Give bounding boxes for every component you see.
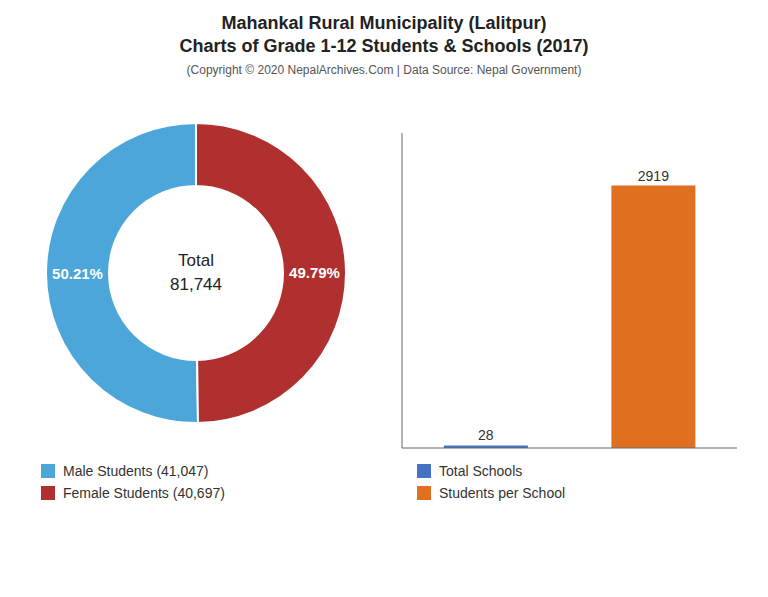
html-text:Male Students (41,047): Male Students (41,047) xyxy=(63,462,209,479)
html-text:(Copyright © 2020 NepalArchive: (Copyright © 2020 NepalArchives.Com | Da… xyxy=(186,62,582,77)
html-text:Students per School: Students per School xyxy=(439,484,566,501)
html-text:81,744: 81,744 xyxy=(170,274,222,294)
svg-text:49.79%: 49.79% xyxy=(289,263,340,280)
svg-text:50.21%: 50.21% xyxy=(52,265,103,282)
html-text:Total: Total xyxy=(178,251,214,270)
html-text:Total Schools: Total Schools xyxy=(439,462,523,479)
svg-text:28: 28 xyxy=(478,427,494,443)
html-text:Mahankal Rural Municipality (L: Mahankal Rural Municipality (Lalitpur) C… xyxy=(179,13,589,57)
svg-text:2919: 2919 xyxy=(638,167,669,183)
html-text:Female Students (40,697): Female Students (40,697) xyxy=(63,484,225,501)
